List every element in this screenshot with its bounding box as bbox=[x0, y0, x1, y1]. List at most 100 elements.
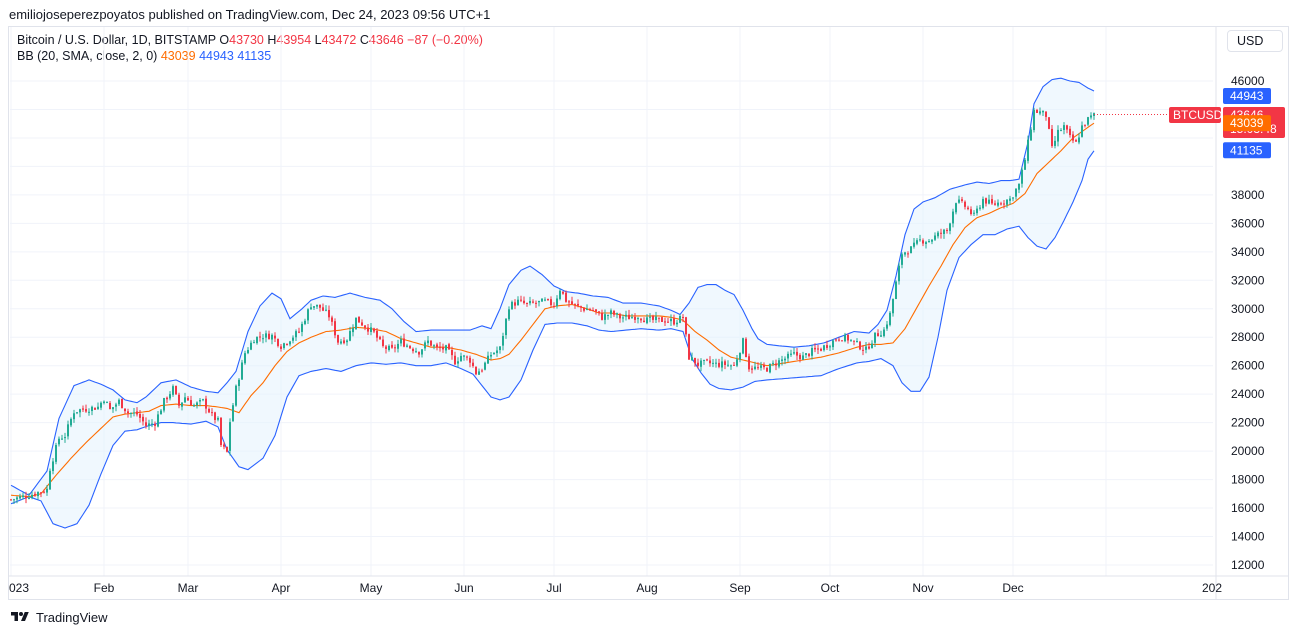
candle-body bbox=[244, 353, 246, 364]
candle-body bbox=[13, 499, 15, 501]
candle-body bbox=[1090, 115, 1092, 118]
candle-body bbox=[1087, 117, 1089, 125]
candle-body bbox=[115, 404, 117, 407]
candle-body bbox=[403, 338, 405, 347]
candle-body bbox=[1045, 111, 1047, 117]
candle-body bbox=[721, 361, 723, 368]
candle-body bbox=[199, 399, 201, 402]
candle-body bbox=[880, 335, 882, 337]
candle-body bbox=[820, 348, 822, 351]
candle-body bbox=[463, 355, 465, 357]
candle-body bbox=[655, 316, 657, 321]
candle-body bbox=[922, 240, 924, 244]
candle-body bbox=[313, 306, 315, 308]
candle-body bbox=[295, 331, 297, 338]
candle-body bbox=[997, 202, 999, 206]
candle-body bbox=[451, 349, 453, 356]
high-value: 43954 bbox=[276, 33, 312, 47]
candle-body bbox=[40, 492, 42, 494]
candle-body bbox=[1048, 117, 1050, 129]
candle-body bbox=[319, 304, 321, 308]
candle-body bbox=[940, 232, 942, 234]
candle-body bbox=[628, 314, 630, 320]
candle-body bbox=[1051, 128, 1053, 147]
candle-body bbox=[943, 229, 945, 234]
candle-body bbox=[226, 446, 228, 452]
candle-body bbox=[148, 423, 150, 427]
candle-body bbox=[475, 366, 477, 375]
candle-body bbox=[388, 345, 390, 351]
candle-body bbox=[136, 411, 138, 415]
candle-body bbox=[1078, 137, 1080, 143]
candle-body bbox=[355, 317, 357, 330]
candle-body bbox=[289, 341, 291, 345]
x-tick-label: Apr bbox=[272, 581, 291, 595]
candle-body bbox=[850, 339, 852, 341]
bb-basis-value: 43039 bbox=[160, 49, 196, 63]
candle-body bbox=[235, 385, 237, 406]
candle-body bbox=[445, 345, 447, 351]
candle-body bbox=[130, 412, 132, 414]
currency-button[interactable]: USD bbox=[1227, 30, 1283, 52]
candle-body bbox=[523, 300, 525, 304]
symbol-tag bbox=[1169, 107, 1221, 123]
candle-body bbox=[286, 343, 288, 345]
candle-body bbox=[871, 343, 873, 349]
candle-body bbox=[280, 346, 282, 349]
candle-body bbox=[694, 357, 696, 364]
candle-body bbox=[664, 321, 666, 323]
candle-body bbox=[238, 379, 240, 387]
candle-body bbox=[397, 343, 399, 349]
candle-body bbox=[154, 423, 156, 426]
x-tick-label: May bbox=[360, 581, 383, 595]
symbol-name[interactable]: Bitcoin / U.S. Dollar, 1D, BITSTAMP bbox=[17, 33, 216, 47]
candle-body bbox=[907, 253, 909, 255]
candle-body bbox=[712, 362, 714, 364]
candle-body bbox=[109, 402, 111, 409]
candle-body bbox=[961, 199, 963, 201]
candle-body bbox=[874, 332, 876, 343]
candle-body bbox=[1081, 125, 1083, 137]
candle-body bbox=[931, 239, 933, 242]
candle-body bbox=[928, 241, 930, 243]
price-tag-value: 41135 bbox=[1230, 143, 1263, 157]
candle-body bbox=[748, 356, 750, 370]
candle-body bbox=[58, 438, 60, 445]
candle-body bbox=[553, 306, 555, 308]
candle-body bbox=[208, 408, 210, 413]
candle-body bbox=[379, 336, 381, 340]
candle-body bbox=[328, 309, 330, 318]
candle-body bbox=[919, 239, 921, 241]
candle-body bbox=[106, 402, 108, 404]
candle-body bbox=[856, 341, 858, 343]
candle-body bbox=[94, 407, 96, 410]
candle-body bbox=[853, 340, 855, 342]
candle-body bbox=[337, 335, 339, 343]
candle-body bbox=[670, 318, 672, 322]
candle-body bbox=[457, 361, 459, 364]
candle-body bbox=[223, 444, 225, 447]
candle-body bbox=[898, 265, 900, 282]
candle-body bbox=[427, 340, 429, 344]
candle-body bbox=[544, 299, 546, 301]
candle-body bbox=[181, 402, 183, 407]
candle-body bbox=[334, 321, 336, 336]
publish-info: emiliojoseperezpoyatos published on Trad… bbox=[9, 7, 491, 22]
candle-body bbox=[1042, 110, 1044, 113]
candle-body bbox=[793, 352, 795, 354]
candle-body bbox=[574, 303, 576, 305]
bb-label[interactable]: BB (20, SMA, close, 2, 0) bbox=[17, 49, 158, 63]
candle-body bbox=[790, 353, 792, 355]
candle-body bbox=[454, 355, 456, 365]
candle-body bbox=[784, 358, 786, 361]
candle-body bbox=[1024, 159, 1026, 170]
candle-body bbox=[991, 199, 993, 204]
candle-body bbox=[604, 314, 606, 320]
candle-body bbox=[841, 340, 843, 342]
y-tick-label: 32000 bbox=[1231, 273, 1265, 287]
candle-body bbox=[277, 338, 279, 346]
candle-body bbox=[979, 207, 981, 209]
candle-body bbox=[652, 316, 654, 320]
candle-body bbox=[643, 320, 645, 323]
